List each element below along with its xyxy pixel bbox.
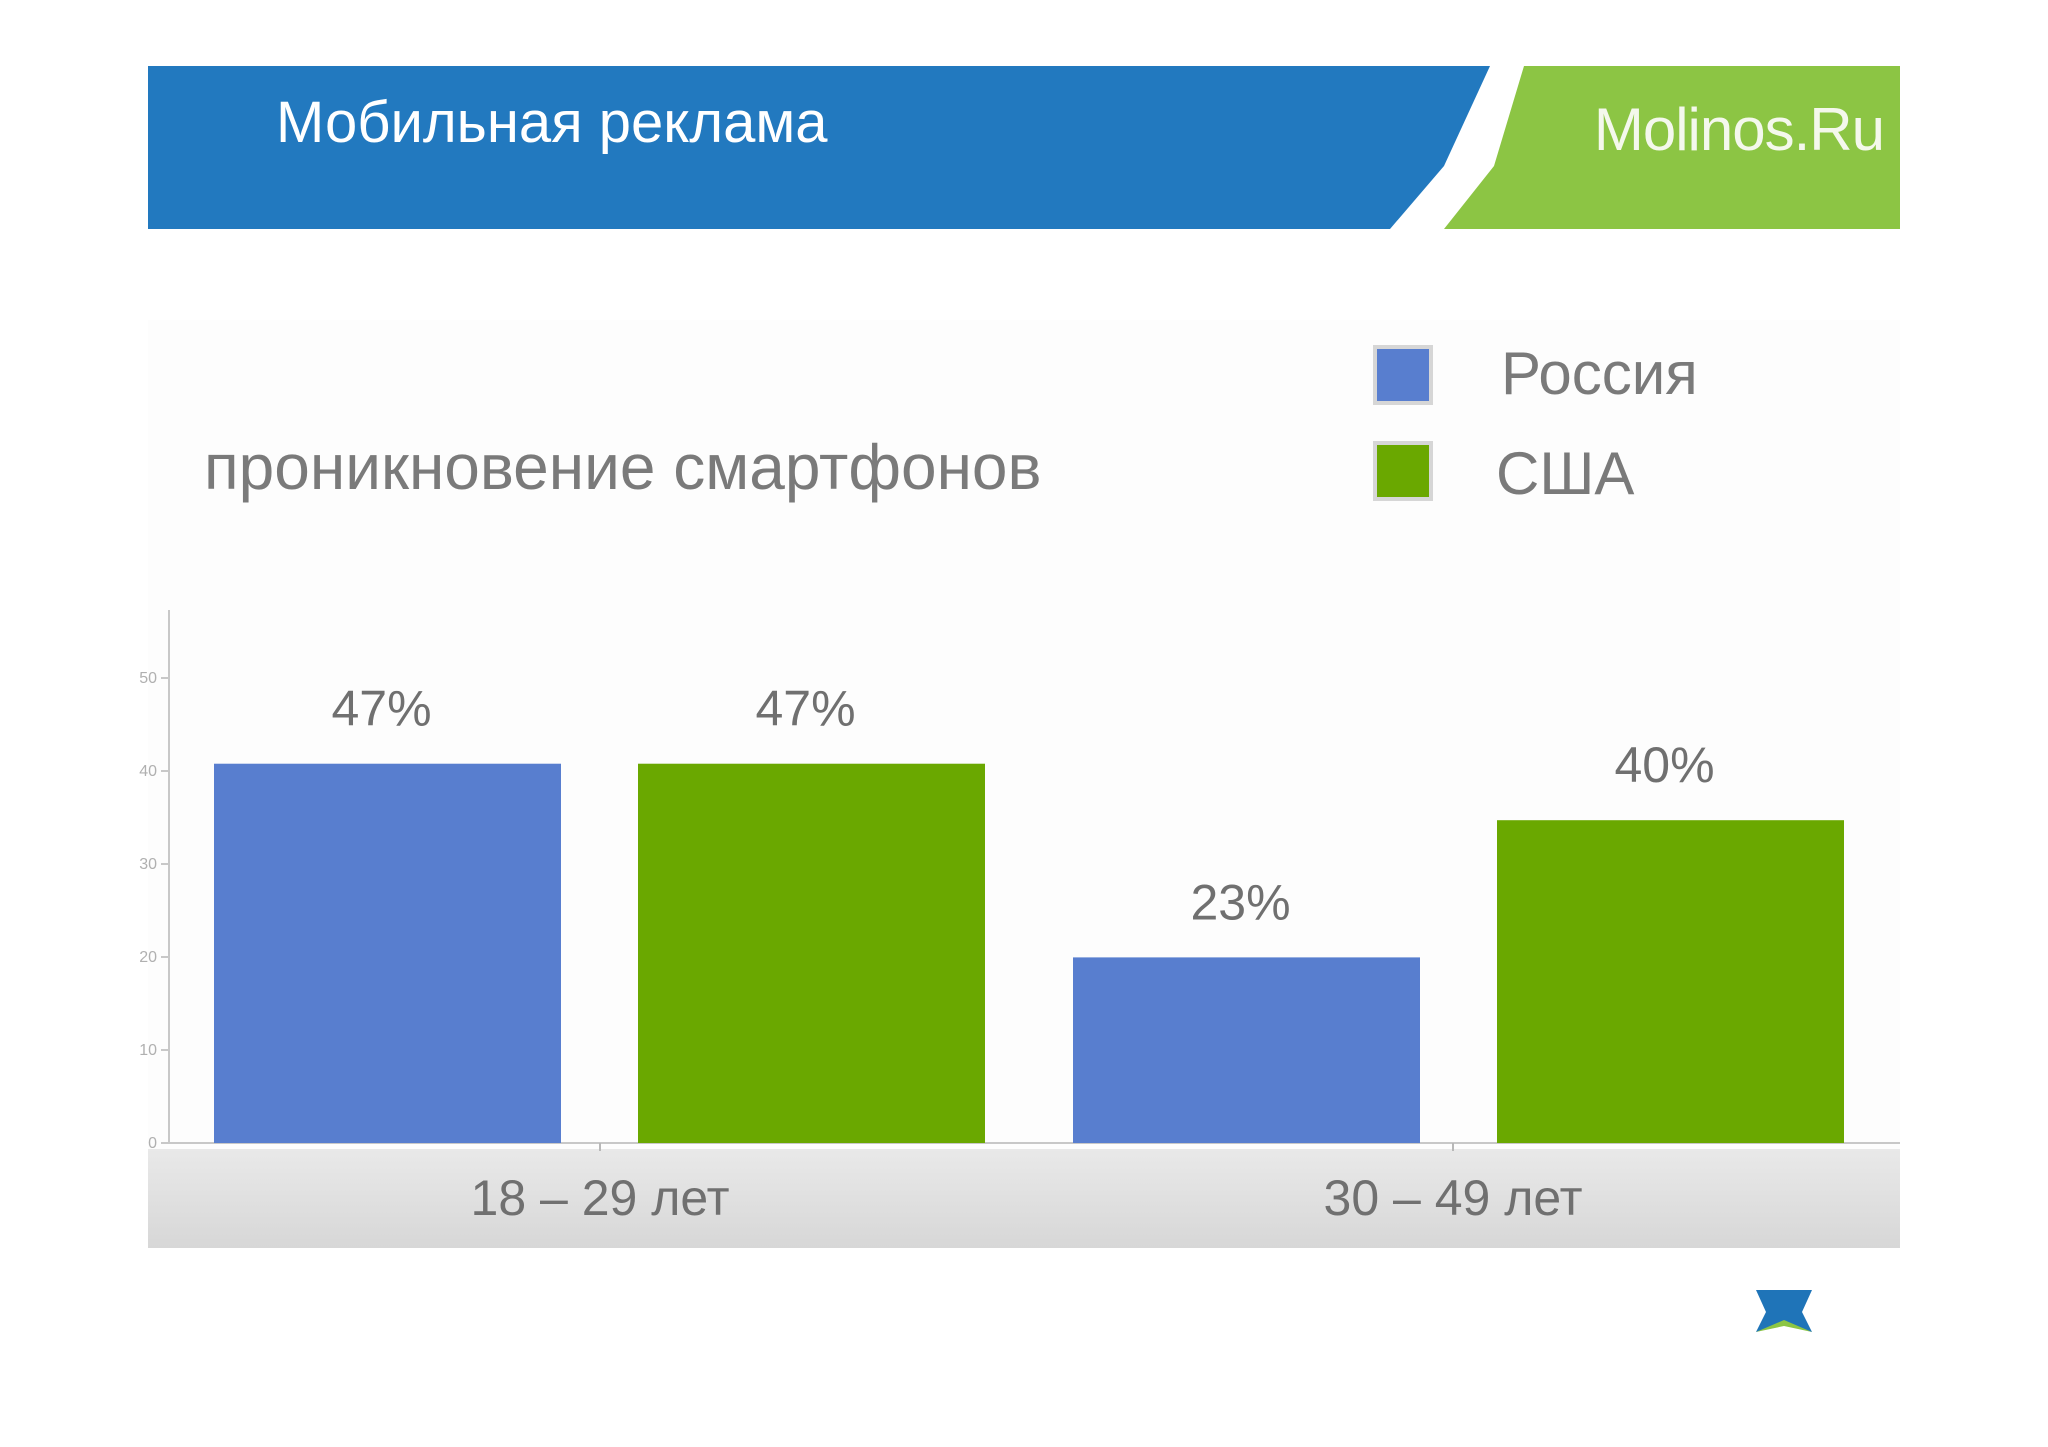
header-banner: Мобильная реклама Molinos.Ru bbox=[148, 66, 1900, 229]
y-tick-label: 50 bbox=[139, 670, 157, 687]
chart-panel: проникновение смартфонов Россия США 18 –… bbox=[139, 320, 1900, 1248]
page-title: Мобильная реклама bbox=[276, 90, 828, 155]
y-tick-label: 10 bbox=[139, 1042, 157, 1059]
bar-1-0 bbox=[638, 763, 985, 1143]
data-label-1-1: 40% bbox=[1614, 737, 1714, 793]
y-tick-label: 30 bbox=[139, 856, 157, 873]
bar-0-0 bbox=[214, 763, 561, 1143]
x-tick-label-0: 18 – 29 лет bbox=[470, 1170, 730, 1226]
bar-0-1 bbox=[1073, 957, 1420, 1143]
legend-label-russia: Россия bbox=[1501, 340, 1698, 407]
y-tick-label: 0 bbox=[148, 1135, 157, 1152]
legend-swatch-russia bbox=[1373, 345, 1433, 405]
bar-1-1 bbox=[1497, 820, 1844, 1143]
data-label-1-0: 47% bbox=[755, 681, 855, 737]
data-label-0-0: 47% bbox=[331, 681, 431, 737]
banner-background bbox=[148, 66, 1900, 229]
y-tick-label: 20 bbox=[139, 949, 157, 966]
x-axis-band: 18 – 29 лет 30 – 49 лет bbox=[148, 1149, 1900, 1248]
legend-swatch-usa bbox=[1373, 441, 1433, 501]
y-tick-label: 40 bbox=[139, 763, 157, 780]
x-tick-label-1: 30 – 49 лет bbox=[1323, 1170, 1583, 1226]
molinos-star-icon bbox=[1756, 1290, 1812, 1332]
legend-label-usa: США bbox=[1496, 440, 1635, 507]
data-label-0-1: 23% bbox=[1190, 874, 1290, 930]
brand-logo-text: Molinos.Ru bbox=[1593, 96, 1885, 163]
chart-title: проникновение смартфонов bbox=[204, 431, 1042, 503]
bar-plot: 0 10 20 30 40 50 47% 23% 47% 40% bbox=[139, 610, 1900, 1152]
